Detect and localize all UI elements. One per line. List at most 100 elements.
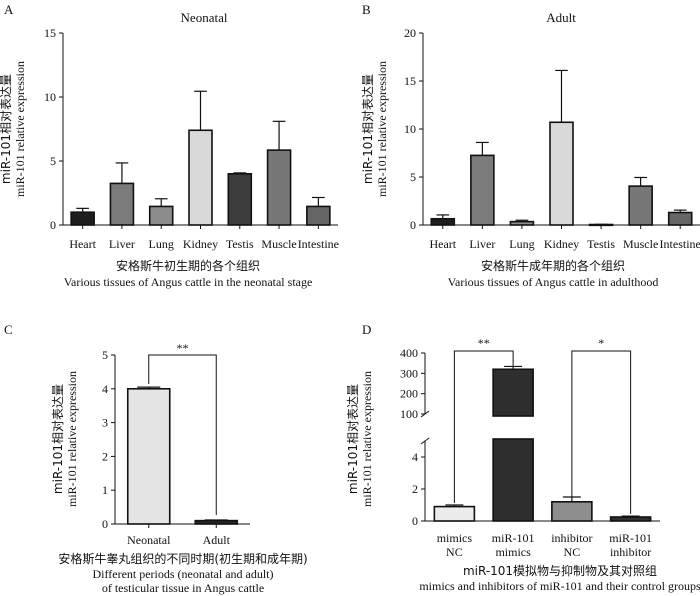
bar-mir-101-mimics-lower — [492, 438, 534, 522]
bar-muscle — [266, 149, 292, 226]
x-tick-label: Kidney — [183, 237, 218, 251]
y-tick-label: 15 — [404, 74, 416, 88]
x-tick-label: mimics — [437, 531, 473, 545]
panel-d-ylabel-en: miR-101 relative expression — [360, 371, 374, 507]
x-tick-label: Muscle — [623, 237, 658, 251]
panel-a-title: Neonatal — [181, 10, 228, 25]
panel-b-ylabel-cn: miR-101相对表达量 — [361, 74, 375, 184]
y-tick-label: 5 — [410, 170, 416, 184]
y-tick-label: 20 — [404, 26, 416, 40]
y-tick-label: 2 — [412, 482, 418, 496]
bar-kidney — [188, 129, 213, 226]
x-tick-label: inhibitor — [610, 545, 651, 559]
x-tick-label: Testis — [587, 237, 615, 251]
bar-lung — [509, 220, 535, 226]
bar-mir-101-mimics-upper — [492, 368, 534, 417]
y-tick-label: 0 — [410, 218, 416, 232]
x-tick-label: Neonatal — [127, 533, 171, 547]
panel-d: D miR-101模拟物与抑制物及其对照组 mimics and inhibit… — [346, 322, 700, 593]
panel-c-xlabel-cn: 安格斯牛睾丸组织的不同时期(初生期和成年期) — [58, 551, 307, 566]
panel-b-label: B — [362, 2, 371, 17]
bar-liver — [470, 154, 495, 226]
panel-c: C 安格斯牛睾丸组织的不同时期(初生期和成年期) Different perio… — [4, 322, 308, 595]
x-tick-label: miR-101 — [492, 531, 535, 545]
x-tick-label: Muscle — [261, 237, 296, 251]
y-tick-label: 10 — [404, 122, 416, 136]
x-tick-label: inhibitor — [551, 531, 592, 545]
x-tick-label: Heart — [429, 237, 456, 251]
panel-b-xlabel-en: Various tissues of Angus cattle in adult… — [448, 275, 659, 289]
panel-a-ylabel-cn: miR-101相对表达量 — [0, 74, 13, 184]
significance-label: ** — [478, 336, 490, 350]
y-tick-label: 3 — [102, 416, 108, 430]
x-tick-label: Lung — [149, 237, 174, 251]
y-tick-label: 1 — [102, 483, 108, 497]
y-tick-label: 4 — [412, 450, 418, 464]
panel-a-xlabel-en: Various tissues of Angus cattle in the n… — [64, 275, 313, 289]
y-tick-label: 0 — [50, 218, 56, 232]
panel-a-label: A — [4, 2, 14, 17]
panel-d-xlabel-en: mimics and inhibitors of miR-101 and the… — [419, 579, 700, 593]
panel-b-ylabel-en: miR-101 relative expression — [375, 61, 389, 197]
y-tick-label: 100 — [400, 407, 418, 421]
bar-muscle — [628, 185, 653, 226]
panel-a-ylabel-en: miR-101 relative expression — [13, 61, 27, 197]
x-tick-label: miR-101 — [609, 531, 652, 545]
x-tick-label: Liver — [469, 237, 495, 251]
panel-b-xlabel-cn: 安格斯牛成年期的各个组织 — [481, 258, 625, 273]
bar-heart — [70, 211, 95, 226]
bar-heart — [430, 217, 456, 226]
y-tick-label: 300 — [400, 366, 418, 380]
x-tick-label: Intestine — [298, 237, 339, 251]
bar-adult — [194, 519, 239, 525]
y-tick-label: 200 — [400, 387, 418, 401]
panel-a-xlabel-cn: 安格斯牛初生期的各个组织 — [116, 258, 260, 273]
x-tick-label: Liver — [109, 237, 135, 251]
panel-d-xlabel-cn: miR-101模拟物与抑制物及其对照组 — [463, 563, 657, 578]
y-tick-label: 15 — [44, 26, 56, 40]
panel-c-ylabel-cn: miR-101相对表达量 — [51, 384, 65, 494]
significance-label: ** — [177, 341, 189, 355]
x-tick-label: NC — [564, 545, 581, 559]
panel-b-title: Adult — [546, 10, 576, 25]
x-tick-label: Heart — [69, 237, 96, 251]
bar-intestine — [306, 205, 331, 226]
x-tick-label: Testis — [226, 237, 254, 251]
bar-lung — [148, 205, 174, 226]
bar-liver — [109, 182, 135, 226]
y-tick-label: 2 — [102, 449, 108, 463]
significance-label: * — [598, 336, 604, 350]
y-tick-label: 5 — [50, 154, 56, 168]
y-tick-label: 0 — [102, 517, 108, 531]
significance-bracket — [453, 350, 514, 503]
bar-mimics-nc — [433, 505, 476, 522]
y-tick-label: 10 — [44, 90, 56, 104]
panel-c-xlabel-en2: of testicular tissue in Angus cattle — [102, 581, 264, 595]
bar-testis — [227, 173, 253, 226]
bar-intestine — [667, 211, 693, 226]
y-tick-label: 5 — [102, 348, 108, 362]
significance-bracket — [571, 350, 632, 514]
x-tick-label: Adult — [203, 533, 231, 547]
panel-b: B Adult 安格斯牛成年期的各个组织 Various tissues of … — [361, 2, 700, 289]
significance-bracket — [148, 354, 217, 515]
bar-kidney — [549, 121, 574, 226]
panel-c-ylabel-en: miR-101 relative expression — [65, 371, 79, 507]
x-tick-label: Lung — [509, 237, 534, 251]
x-tick-label: mimics — [495, 545, 531, 559]
bar-inhibitor-nc — [551, 500, 593, 522]
y-tick-label: 4 — [102, 382, 108, 396]
panel-c-xlabel-en: Different periods (neonatal and adult) — [92, 567, 273, 581]
panel-c-label: C — [4, 322, 13, 337]
x-tick-label: NC — [446, 545, 463, 559]
bar-mir-101-inhibitor — [609, 516, 652, 522]
panel-d-ylabel-cn: miR-101相对表达量 — [346, 384, 360, 494]
y-tick-label: 0 — [412, 514, 418, 528]
panel-a: A Neonatal 安格斯牛初生期的各个组织 Various tissues … — [0, 2, 339, 289]
panel-d-label: D — [362, 322, 371, 337]
axis-break-mark — [420, 437, 430, 445]
x-tick-label: Intestine — [660, 237, 700, 251]
x-tick-label: Kidney — [544, 237, 579, 251]
bar-neonatal — [126, 387, 171, 525]
